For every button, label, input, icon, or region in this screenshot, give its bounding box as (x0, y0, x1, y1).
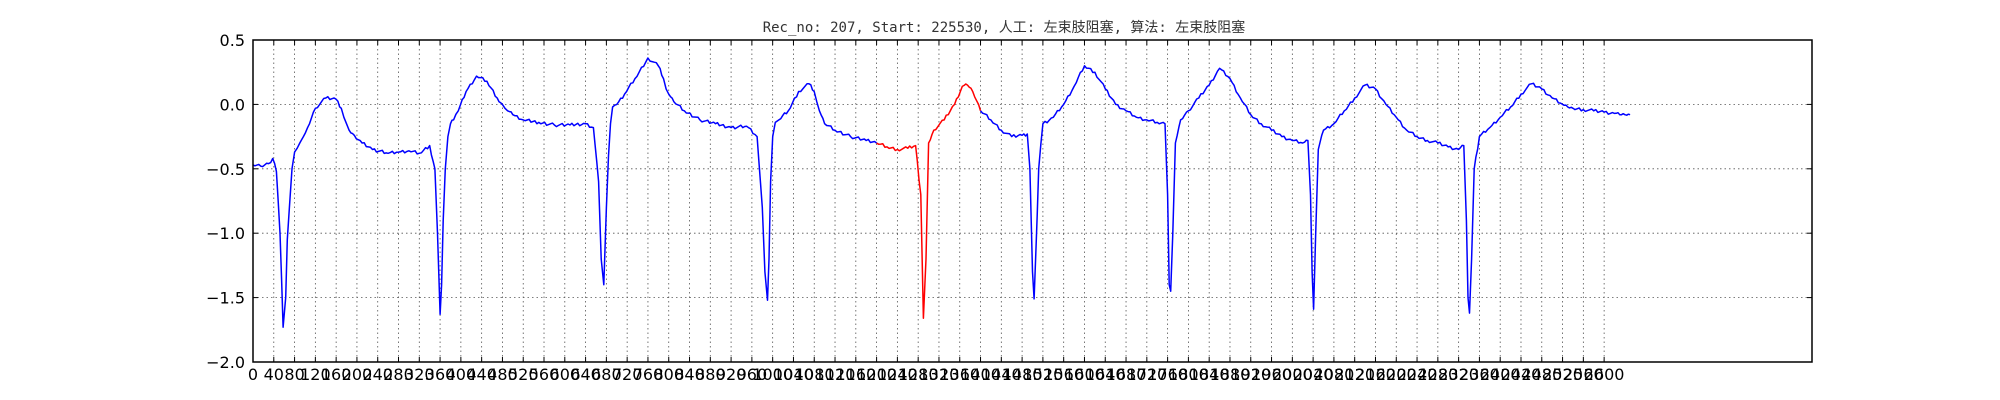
x-tick-label: 1240 (877, 365, 918, 384)
x-tick-label: 1760 (1147, 365, 1188, 384)
x-tick-label: 2560 (1563, 365, 1604, 384)
x-tick-label: 240 (362, 365, 393, 384)
x-tick-label: 1800 (1168, 365, 1209, 384)
x-tick-label: 760 (633, 365, 664, 384)
x-tick-label: 960 (737, 365, 768, 384)
x-tick-label: 1720 (1126, 365, 1167, 384)
x-tick-label: 1440 (981, 365, 1022, 384)
x-tick-label: 1360 (939, 365, 980, 384)
y-tick-label: 0.5 (220, 31, 245, 50)
y-tick-label: −1.5 (206, 289, 245, 308)
x-tick-label: 2520 (1542, 365, 1583, 384)
ecg-series-line-1 (876, 83, 982, 319)
x-tick-label: 1520 (1023, 365, 1064, 384)
x-tick-label: 40 (264, 365, 284, 384)
x-tick-label: 200 (342, 365, 373, 384)
x-tick-label: 1480 (1002, 365, 1043, 384)
x-tick-label: 2320 (1438, 365, 1479, 384)
x-tick-label: 1400 (960, 365, 1001, 384)
x-tick-label: 1960 (1251, 365, 1292, 384)
x-tick-label: 680 (591, 365, 622, 384)
x-tick-label: 840 (674, 365, 705, 384)
x-tick-label: 440 (466, 365, 497, 384)
x-tick-label: 600 (550, 365, 581, 384)
x-tick-label: 1040 (773, 365, 814, 384)
x-tick-label: 1160 (835, 365, 876, 384)
x-tick-label: 1600 (1064, 365, 1105, 384)
x-tick-label: 1200 (856, 365, 897, 384)
x-tick-label: 520 (508, 365, 539, 384)
x-tick-label: 2120 (1334, 365, 1375, 384)
x-tick-label: 2000 (1272, 365, 1313, 384)
x-tick-label: 2240 (1397, 365, 1438, 384)
y-tick-label: −1.0 (206, 224, 245, 243)
x-tick-label: 400 (446, 365, 477, 384)
x-tick-label: 2200 (1376, 365, 1417, 384)
series-lines (252, 57, 1631, 328)
x-tick-label: 920 (716, 365, 747, 384)
x-tick-label: 1840 (1189, 365, 1230, 384)
x-tick-label: 2600 (1584, 365, 1625, 384)
x-tick-label: 1000 (752, 365, 793, 384)
x-tick-label: 2400 (1480, 365, 1521, 384)
x-tick-label: 2480 (1521, 365, 1562, 384)
x-tick-label: 560 (529, 365, 560, 384)
x-tick-label: 360 (425, 365, 456, 384)
y-axis-ticks: −2.0 −1.5 −1.0 −0.5 0.0 0.5 (206, 31, 1812, 372)
x-tick-label: 720 (612, 365, 643, 384)
x-tick-label: 2080 (1314, 365, 1355, 384)
x-tick-label: 2360 (1459, 365, 1500, 384)
chart-title: Rec_no: 207, Start: 225530, 人工: 左束肢阻塞, 算… (763, 19, 1246, 36)
x-tick-label: 280 (383, 365, 414, 384)
x-tick-label: 800 (653, 365, 684, 384)
x-tick-label: 1640 (1085, 365, 1126, 384)
x-tick-label: 2440 (1501, 365, 1542, 384)
x-tick-label: 1880 (1210, 365, 1251, 384)
x-tick-label: 480 (487, 365, 518, 384)
x-tick-label: 2160 (1355, 365, 1396, 384)
ecg-series-line-2 (979, 65, 1631, 314)
x-tick-label: 1920 (1230, 365, 1271, 384)
x-tick-label: 640 (570, 365, 601, 384)
x-tick-label: 2040 (1293, 365, 1334, 384)
y-tick-label: −0.5 (206, 160, 245, 179)
x-tick-label: 880 (695, 365, 726, 384)
x-axis-ticks: 0 40 8012016020024028032036040044048052056… (248, 40, 1625, 384)
x-tick-label: 320 (404, 365, 435, 384)
x-tick-label: 80 (284, 365, 304, 384)
plot-frame (252, 39, 1813, 363)
x-tick-label: 120 (300, 365, 331, 384)
x-tick-label: 160 (321, 365, 352, 384)
y-tick-label: −2.0 (206, 353, 245, 372)
grid (252, 39, 1812, 363)
ecg-series-line-0 (252, 57, 878, 328)
x-tick-label: 1680 (1106, 365, 1147, 384)
x-tick-label: 1280 (898, 365, 939, 384)
x-tick-label: 1080 (794, 365, 835, 384)
x-tick-label: 1320 (919, 365, 960, 384)
y-tick-label: 0.0 (220, 95, 245, 114)
x-tick-label: 1120 (815, 365, 856, 384)
x-tick-label: 2280 (1417, 365, 1458, 384)
x-tick-label: 0 (248, 365, 258, 384)
x-tick-label: 1560 (1043, 365, 1084, 384)
